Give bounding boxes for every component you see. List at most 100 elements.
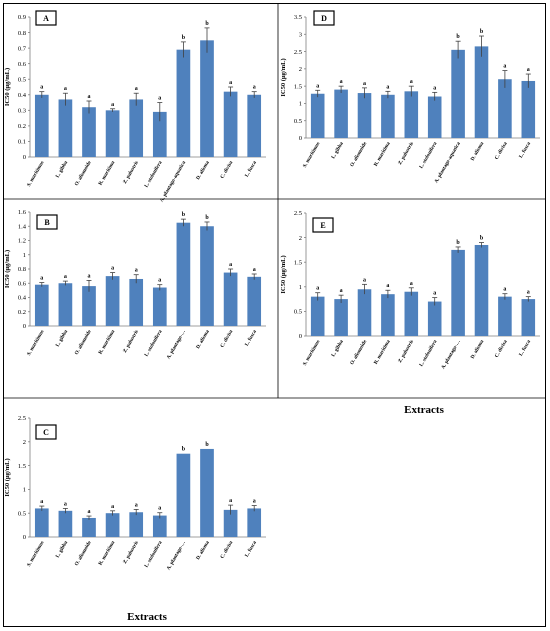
x-tick-label: L. fusca xyxy=(244,329,258,348)
significance-letter: a xyxy=(316,286,319,292)
y-axis-title: IC50 (µg/mL) xyxy=(280,58,287,96)
significance-letter: a xyxy=(410,281,413,287)
bar xyxy=(58,510,73,537)
bar xyxy=(247,276,262,326)
y-tick-label: 1.2 xyxy=(18,238,26,245)
significance-letter: a xyxy=(363,277,366,283)
x-tick-label: L. stolonifera xyxy=(143,329,163,358)
bar xyxy=(58,99,73,157)
y-tick-label: 0.8 xyxy=(18,30,26,37)
significance-letter: a xyxy=(253,267,256,273)
significance-letter: a xyxy=(229,498,232,504)
bar xyxy=(223,272,238,326)
bar xyxy=(152,287,167,326)
panel-label: A xyxy=(43,14,49,23)
y-tick-label: 0.2 xyxy=(18,309,26,316)
significance-letter: a xyxy=(158,506,161,512)
x-tick-label: Z. palustris xyxy=(122,160,140,185)
x-tick-label: A. plantago-… xyxy=(440,339,461,370)
chart-panel-a: 0 0.1 0.2 0.3 0.4 0.5 0.6 0.7 0.8 0.9 IC50 (µg/mL)… xyxy=(4,10,266,204)
chart-panel-d: 0 0.5 1 1.5 2 2.5 3 3.5 IC50 (µg/mL) a S. maritimu… xyxy=(280,10,540,185)
bar xyxy=(105,110,120,157)
x-tick-label: A. plantago-… xyxy=(166,329,187,360)
x-tick-label: A. plantago-aquatica xyxy=(433,141,462,185)
significance-letter: b xyxy=(456,34,460,40)
significance-letter: a xyxy=(88,273,91,279)
bar xyxy=(451,249,465,336)
panel-label-box xyxy=(312,217,334,233)
bar xyxy=(176,453,191,537)
y-tick-label: 0 xyxy=(23,534,26,541)
bar xyxy=(247,94,262,157)
significance-letter: a xyxy=(111,102,114,108)
significance-letter: a xyxy=(433,85,436,91)
bar xyxy=(58,283,73,326)
x-tick-label: L. stolonifera xyxy=(418,141,438,170)
significance-letter: b xyxy=(205,442,209,448)
bar xyxy=(334,89,348,138)
y-tick-label: 0.3 xyxy=(18,108,26,115)
x-tick-label: D. alisma xyxy=(470,141,486,162)
x-tick-label: Z. palustris xyxy=(397,141,415,166)
bar xyxy=(381,294,395,336)
bar xyxy=(152,111,167,157)
significance-letter: a xyxy=(340,79,343,85)
x-tick-label: C. divisa xyxy=(219,160,234,180)
significance-letter: a xyxy=(527,290,530,296)
panel-label: D xyxy=(321,14,327,23)
x-tick-label: D. alisma xyxy=(470,339,486,360)
bar xyxy=(474,46,489,139)
x-tick-label: L. fusca xyxy=(518,339,532,358)
significance-letter: a xyxy=(158,278,161,284)
panel-label-box xyxy=(35,10,57,26)
panel-label-box xyxy=(36,214,58,230)
x-tick-label: A. plantago-aquatica xyxy=(159,160,188,204)
y-tick-label: 0.5 xyxy=(18,510,26,517)
significance-letter: a xyxy=(40,85,43,91)
y-tick-label: 2 xyxy=(23,439,26,446)
bar xyxy=(451,49,465,138)
y-tick-label: 1.4 xyxy=(18,223,27,230)
bar xyxy=(129,512,144,537)
y-tick-label: 1.6 xyxy=(18,209,27,216)
y-tick-label: 0.1 xyxy=(18,139,26,146)
bar xyxy=(357,93,372,138)
bar xyxy=(82,517,96,537)
bar xyxy=(82,107,96,157)
panel-label: C xyxy=(43,428,49,437)
x-tick-label: L. fusca xyxy=(518,141,532,160)
x-tick-label: L. stolonifera xyxy=(143,160,163,189)
y-axis-title: IC50 (µg/mL) xyxy=(4,68,11,106)
x-tick-label: S. maritimus xyxy=(26,160,45,188)
panel-label-box xyxy=(35,424,57,440)
significance-letter: a xyxy=(40,276,43,282)
significance-letter: a xyxy=(158,96,161,102)
significance-letter: b xyxy=(480,236,484,242)
bar xyxy=(176,222,191,326)
significance-letter: a xyxy=(88,509,91,515)
x-tick-label: S. maritimus xyxy=(26,540,45,568)
y-tick-label: 0.4 xyxy=(18,295,27,302)
significance-letter: b xyxy=(480,29,484,35)
chart-panel-b: 0 0.2 0.4 0.6 0.8 1 1.2 1.4 1.6 IC50 (µg/mL) a S. m… xyxy=(4,209,266,360)
significance-letter: b xyxy=(182,447,186,453)
y-tick-label: 1 xyxy=(299,101,302,108)
x-tick-label: C. divisa xyxy=(494,339,509,359)
x-axis-title-right: Extracts xyxy=(404,404,444,416)
significance-letter: a xyxy=(135,86,138,92)
significance-letter: a xyxy=(340,288,343,294)
panel-label: B xyxy=(44,218,50,227)
significance-letter: a xyxy=(527,67,530,73)
x-tick-label: O. alismoide xyxy=(74,328,93,356)
x-tick-label: D. alisma xyxy=(195,160,211,181)
x-tick-label: C. divisa xyxy=(494,141,509,161)
y-axis-title: IC50 (µg/mL) xyxy=(4,250,11,288)
y-tick-label: 2 xyxy=(299,235,302,242)
x-tick-label: R. maritima xyxy=(373,339,392,366)
y-tick-label: 0.2 xyxy=(18,123,26,130)
x-tick-label: R. maritima xyxy=(98,329,117,356)
y-tick-label: 3.5 xyxy=(294,14,302,21)
significance-letter: a xyxy=(503,287,506,293)
bar xyxy=(129,99,144,157)
y-tick-label: 1 xyxy=(299,284,302,291)
